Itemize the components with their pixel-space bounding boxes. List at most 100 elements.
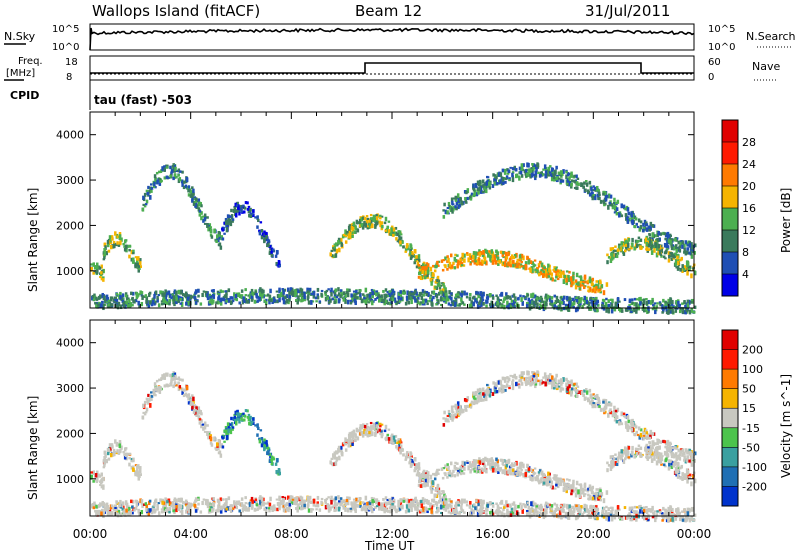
velocity-cell (416, 469, 420, 474)
power-cell (660, 254, 663, 258)
power-cell (381, 224, 384, 229)
velocity-cell (444, 464, 447, 469)
velocity-cell (496, 464, 500, 469)
velocity-cell (671, 452, 675, 455)
velocity-cell (546, 476, 550, 481)
power-cell (475, 192, 479, 196)
power-cell (664, 303, 667, 308)
velocity-cell (448, 469, 452, 475)
velocity-cell (441, 496, 445, 499)
velocity-cell (599, 489, 602, 493)
power-cell (526, 162, 529, 168)
velocity-cell (392, 441, 395, 445)
power-cell (560, 301, 564, 305)
velocity-cell (439, 492, 443, 495)
power-cell (575, 299, 579, 303)
velocity-cell (177, 381, 180, 385)
power-cell (685, 302, 688, 305)
velocity-cell (555, 387, 559, 391)
velocity-cell (484, 394, 488, 399)
velocity-cell (136, 465, 139, 470)
power-cell (549, 271, 552, 276)
power-cell (574, 284, 578, 290)
power-cell (645, 297, 648, 301)
power-cell (654, 243, 658, 249)
power-cell (257, 218, 260, 223)
power-cell (550, 296, 554, 300)
power-cell (554, 300, 558, 304)
power-cell (636, 225, 640, 229)
power-cell (266, 293, 270, 297)
power-cell (457, 200, 461, 203)
power-cell (101, 292, 105, 298)
power-cell (575, 296, 578, 300)
velocity-cell (92, 470, 96, 475)
velocity-cell (570, 390, 573, 395)
power-cell (450, 197, 454, 202)
power-cell (573, 179, 576, 183)
power-cell (657, 232, 661, 236)
power-cell (518, 265, 521, 269)
velocity-cell (435, 494, 439, 498)
power-cell (397, 292, 401, 296)
power-cell (684, 250, 688, 256)
power-cell (681, 244, 684, 249)
power-cell (454, 253, 457, 257)
power-cell (658, 237, 661, 242)
power-cell (375, 216, 379, 221)
power-cell (107, 299, 110, 303)
velocity-cell (367, 433, 371, 438)
power-cell (144, 203, 148, 206)
velocity-cell (575, 490, 578, 494)
power-cell (667, 234, 671, 238)
velocity-cell (560, 378, 563, 384)
velocity-cell (584, 396, 587, 400)
power-cell (469, 292, 472, 297)
power-cell (111, 244, 115, 249)
velocity-cell (366, 425, 370, 429)
velocity-cell (122, 450, 125, 454)
velocity-cell (497, 380, 501, 385)
power-cell (573, 186, 577, 190)
power-cell (172, 295, 176, 299)
power-cell (537, 263, 541, 266)
velocity-cell (142, 403, 145, 409)
velocity-cell (642, 430, 645, 435)
power-cell (658, 250, 662, 255)
power-cell (651, 300, 654, 304)
velocity-cell (520, 376, 523, 379)
power-cell (648, 228, 651, 232)
power-cell (368, 218, 371, 223)
power-cell (539, 171, 543, 175)
power-cell (484, 186, 488, 191)
power-cell (256, 299, 259, 303)
velocity-cell (633, 432, 637, 437)
power-cell (386, 290, 390, 294)
power-cell (542, 168, 545, 171)
power-cell (244, 297, 248, 303)
power-cell (666, 231, 670, 236)
power-cell (670, 244, 673, 248)
power-cell (384, 293, 388, 299)
velocity-cell (519, 471, 523, 474)
velocity-cell (568, 388, 572, 392)
power-cell (549, 277, 553, 281)
power-cell (276, 250, 279, 255)
power-cell (618, 307, 621, 312)
velocity-cell (217, 438, 221, 444)
power-cell (423, 290, 426, 294)
frequency-panel: Freq. [MHz] 18 8 60 0 Nave CPID tau (fas… (4, 55, 780, 110)
power-cell (506, 172, 510, 175)
power-cell (507, 304, 510, 310)
power-cell (686, 250, 689, 255)
velocity-cell (456, 401, 460, 407)
power-cell (131, 297, 134, 301)
power-cell (102, 258, 106, 261)
power-cell (666, 248, 669, 251)
velocity-cell (538, 480, 541, 485)
power-cell (407, 248, 410, 251)
velocity-cell (568, 478, 571, 482)
power-cell (177, 173, 180, 177)
power-cell (609, 247, 613, 252)
power-cell (180, 289, 183, 295)
